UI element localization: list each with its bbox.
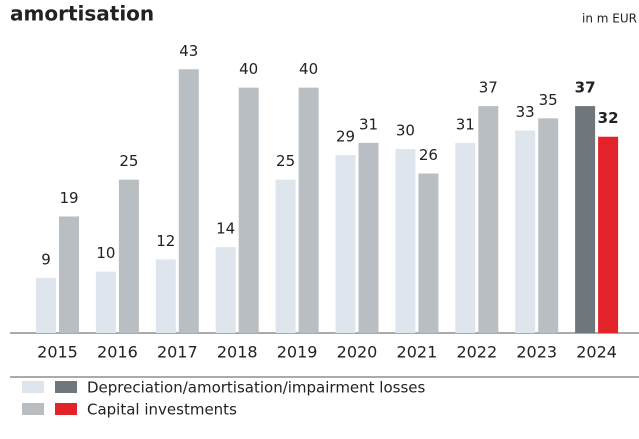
bar (418, 173, 439, 333)
bar (36, 277, 56, 333)
bar (358, 142, 379, 333)
legend-swatch (55, 381, 77, 393)
data-label: 31 (456, 115, 475, 133)
data-label: 9 (41, 250, 51, 268)
x-tick-label: 2024 (576, 343, 617, 362)
data-label: 35 (539, 91, 558, 109)
x-tick-label: 2015 (37, 343, 78, 362)
bar (478, 106, 499, 333)
data-label: 26 (419, 146, 438, 164)
data-label: 37 (575, 79, 596, 97)
data-label: 14 (216, 220, 235, 238)
x-tick-label: 2020 (337, 343, 378, 362)
data-label: 31 (359, 115, 378, 133)
unit-label: in m EUR (582, 12, 637, 26)
legend-swatch (22, 403, 44, 415)
data-label: 30 (396, 122, 415, 140)
bar (515, 130, 536, 333)
data-label: 32 (598, 109, 619, 127)
bar (238, 87, 259, 334)
data-label: 40 (239, 60, 258, 78)
x-tick-label: 2016 (97, 343, 138, 362)
legend-swatch (55, 403, 77, 415)
data-label: 29 (336, 128, 355, 146)
data-label: 37 (479, 79, 498, 97)
data-label: 25 (276, 152, 295, 170)
bar (538, 118, 559, 333)
chart-title: amortisation (10, 2, 154, 26)
data-label: 33 (516, 103, 535, 121)
bar (215, 247, 236, 333)
bar (298, 87, 319, 334)
x-tick-label: 2017 (157, 343, 198, 362)
legend-label: Depreciation/amortisation/impairment los… (87, 379, 426, 397)
bar (275, 179, 296, 333)
legend-swatch (22, 381, 44, 393)
bar (118, 179, 139, 333)
bar (155, 259, 176, 333)
bar (598, 136, 619, 333)
data-label: 43 (179, 42, 198, 60)
data-label: 40 (299, 60, 318, 78)
x-tick-label: 2019 (277, 343, 318, 362)
data-label: 10 (96, 244, 115, 262)
x-tick-label: 2021 (397, 343, 438, 362)
bar (335, 155, 356, 333)
bar (395, 149, 416, 333)
legend-label: Capital investments (87, 401, 237, 419)
x-tick-label: 2018 (217, 343, 258, 362)
bar (178, 69, 199, 334)
bar (575, 106, 596, 333)
data-label: 25 (119, 152, 138, 170)
x-tick-label: 2022 (456, 343, 497, 362)
x-tick-label: 2023 (516, 343, 557, 362)
data-label: 12 (156, 232, 175, 250)
bar (455, 142, 476, 333)
bar (59, 216, 79, 333)
data-label: 19 (59, 189, 78, 207)
bar (95, 271, 116, 333)
